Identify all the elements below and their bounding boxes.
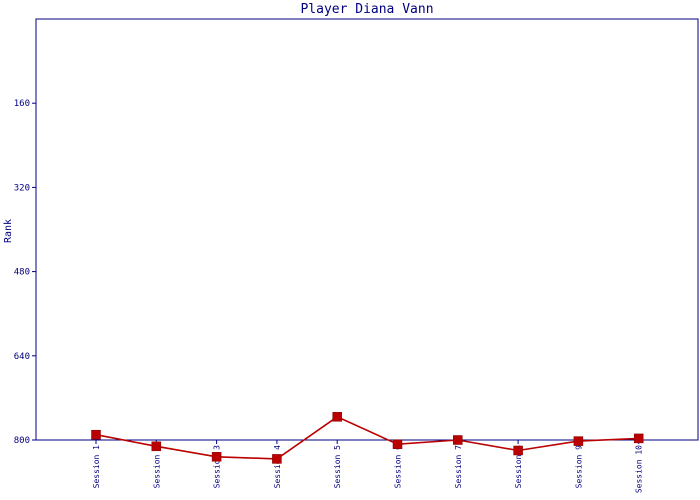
- data-point: [91, 429, 101, 440]
- data-point: [332, 412, 342, 422]
- x-axis-ticks: Session 1 Session 2 Session 3 Session 4 Sess…: [92, 440, 644, 493]
- data-point: [573, 436, 584, 446]
- x-tick-label: Session 9: [574, 445, 583, 489]
- data-point: [272, 454, 282, 464]
- x-tick-label: Session 8: [514, 445, 523, 489]
- y-tick-label: 320: [14, 183, 30, 193]
- y-axis-label: Rank: [3, 219, 14, 243]
- x-tick-label: Session 5: [333, 445, 342, 489]
- data-point: [151, 441, 162, 452]
- y-tick-label: 480: [14, 268, 30, 278]
- y-tick-label: 800: [14, 436, 30, 446]
- x-tick-label: Session 3: [213, 445, 222, 489]
- chart-title: Player Diana Vann: [300, 2, 433, 17]
- data-point: [633, 433, 644, 444]
- x-tick-label: Session 4: [273, 445, 282, 489]
- y-axis-ticks: 160 320 480 640 800: [14, 99, 36, 446]
- x-tick-label: Session 7: [454, 445, 463, 489]
- x-tick-label: Session 6: [394, 445, 403, 489]
- data-point: [453, 435, 463, 445]
- x-tick-label: Session 1: [92, 445, 101, 489]
- x-tick-label: Session 10: [635, 445, 644, 493]
- x-tick-label: Session 2: [152, 445, 161, 489]
- data-point: [513, 445, 523, 456]
- data-point: [392, 439, 403, 449]
- data-point: [211, 452, 222, 462]
- series-line: [95, 415, 639, 460]
- plot-frame: [35, 18, 699, 441]
- y-tick-label: 640: [14, 352, 30, 362]
- y-tick-label: 160: [14, 99, 30, 109]
- rank-series: [91, 412, 644, 464]
